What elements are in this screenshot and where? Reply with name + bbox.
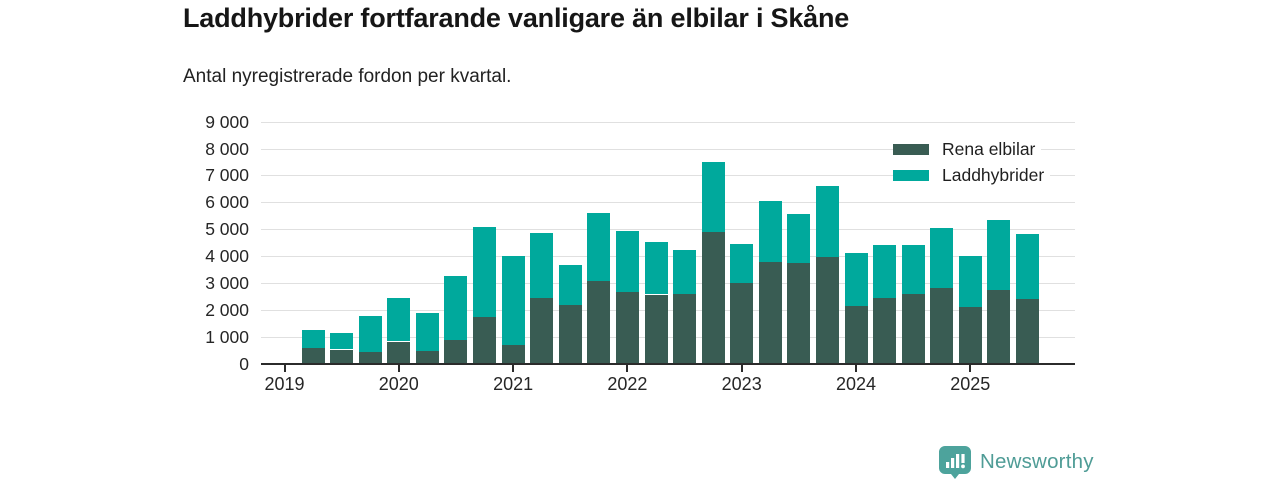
newsworthy-logo: Newsworthy xyxy=(938,445,1094,479)
y-axis-tick-label: 0 xyxy=(239,353,249,374)
bar-segment-laddhybrider xyxy=(415,312,439,351)
chart-title: Laddhybrider fortfarande vanligare än el… xyxy=(183,3,850,33)
bar-segment-rena-elbilar xyxy=(387,341,411,364)
bar-segment-rena-elbilar xyxy=(987,289,1011,364)
legend-item-rena-elbilar: Rena elbilar xyxy=(893,138,1042,160)
legend-swatch-laddhybrider xyxy=(893,169,929,181)
bar-segment-laddhybrider xyxy=(530,232,554,299)
bar-segment-rena-elbilar xyxy=(844,306,868,364)
bar-segment-rena-elbilar xyxy=(873,298,897,364)
x-axis-tick xyxy=(283,364,286,372)
bar-segment-rena-elbilar xyxy=(301,347,325,364)
y-axis-tick-label: 9 000 xyxy=(205,111,249,132)
newsworthy-bar-chart-bubble-icon xyxy=(939,446,971,479)
bar-segment-laddhybrider xyxy=(730,243,754,283)
bar-segment-laddhybrider xyxy=(301,329,325,348)
bar-segment-laddhybrider xyxy=(330,333,354,350)
x-axis-tick xyxy=(397,364,400,372)
bar-segment-laddhybrider xyxy=(358,315,382,353)
bar-segment-laddhybrider xyxy=(444,275,468,341)
bar-segment-rena-elbilar xyxy=(701,231,725,364)
bar-segment-laddhybrider xyxy=(873,245,897,299)
bar-segment-laddhybrider xyxy=(901,245,925,294)
legend-swatch-rena-elbilar xyxy=(893,143,929,155)
bar-segment-laddhybrider xyxy=(1015,233,1039,299)
bar-segment-rena-elbilar xyxy=(730,282,754,364)
bar-segment-laddhybrider xyxy=(987,220,1011,290)
gridline-4000 xyxy=(261,256,1075,257)
bar-segment-laddhybrider xyxy=(673,250,696,294)
x-axis-year-label: 2025 xyxy=(950,374,991,394)
bar-segment-laddhybrider xyxy=(558,265,582,305)
bar-segment-rena-elbilar xyxy=(758,262,782,364)
gridline-9000 xyxy=(261,121,1075,123)
bar-segment-rena-elbilar xyxy=(473,317,496,364)
bar-segment-rena-elbilar xyxy=(444,340,468,364)
gridline-1000 xyxy=(261,336,1075,338)
bar-segment-rena-elbilar xyxy=(787,263,811,364)
bar-segment-rena-elbilar xyxy=(530,298,554,364)
legend-item-laddhybrider: Laddhybrider xyxy=(893,164,1051,186)
x-axis-year-label: 2020 xyxy=(378,374,419,394)
y-axis-tick-label: 1 000 xyxy=(205,326,249,347)
x-axis-tick xyxy=(512,364,515,372)
y-axis-tick-label: 5 000 xyxy=(205,219,249,240)
x-axis-year-label: 2023 xyxy=(721,374,762,394)
bar-segment-rena-elbilar xyxy=(587,280,611,364)
x-axis-tick xyxy=(969,364,972,372)
bar-segment-laddhybrider xyxy=(473,227,496,318)
gridline-7000 xyxy=(261,175,1075,177)
bar-segment-laddhybrider xyxy=(587,212,611,281)
chart-subtitle: Antal nyregistrerade fordon per kvartal. xyxy=(183,66,512,87)
bar-segment-laddhybrider xyxy=(844,253,868,306)
x-axis-tick xyxy=(740,364,743,372)
x-axis-year-label: 2024 xyxy=(835,374,877,394)
bar-segment-rena-elbilar xyxy=(415,350,439,364)
bar-segment-rena-elbilar xyxy=(930,287,954,364)
bar-segment-laddhybrider xyxy=(930,228,954,288)
bar-segment-rena-elbilar xyxy=(958,307,982,364)
y-axis-tick-label: 7 000 xyxy=(205,165,249,186)
bar-segment-rena-elbilar xyxy=(644,294,668,364)
x-axis-year-label: 2021 xyxy=(493,374,534,394)
bar-segment-rena-elbilar xyxy=(615,291,639,364)
gridline-3000 xyxy=(261,282,1075,284)
y-axis-tick-label: 2 000 xyxy=(205,299,249,320)
legend-label-rena-elbilar: Rena elbilar xyxy=(942,138,1036,159)
bar-segment-laddhybrider xyxy=(958,256,982,308)
bar-segment-laddhybrider xyxy=(387,297,411,342)
bar-segment-laddhybrider xyxy=(644,241,668,295)
y-axis-tick-label: 4 000 xyxy=(205,246,249,266)
bar-segment-rena-elbilar xyxy=(673,293,696,364)
bar-segment-laddhybrider xyxy=(815,186,839,258)
x-axis-year-label: 2019 xyxy=(264,374,305,394)
y-axis-tick-label: 8 000 xyxy=(205,138,249,159)
bar-segment-laddhybrider xyxy=(701,162,725,232)
gridline-5000 xyxy=(261,229,1075,231)
bar-segment-rena-elbilar xyxy=(558,304,582,364)
newsworthy-logo-text: Newsworthy xyxy=(980,450,1094,473)
x-axis-line xyxy=(261,362,1075,365)
x-axis-tick xyxy=(855,364,857,372)
bar-segment-rena-elbilar xyxy=(501,345,525,364)
gridline-6000 xyxy=(261,202,1075,204)
gridline-8000 xyxy=(261,148,1075,150)
y-axis-tick-label: 6 000 xyxy=(205,192,249,213)
bar-segment-rena-elbilar xyxy=(330,349,354,364)
x-axis-tick xyxy=(626,364,629,372)
legend-label-laddhybrider: Laddhybrider xyxy=(942,164,1045,185)
bar-segment-laddhybrider xyxy=(615,231,639,292)
bar-segment-laddhybrider xyxy=(758,200,782,263)
bar-segment-rena-elbilar xyxy=(815,257,839,364)
bar-segment-laddhybrider xyxy=(501,255,525,345)
x-axis-year-label: 2022 xyxy=(607,374,648,394)
bar-segment-laddhybrider xyxy=(787,214,811,263)
y-axis-tick-label: 3 000 xyxy=(205,272,249,293)
bar-segment-rena-elbilar xyxy=(358,352,382,364)
gridline-2000 xyxy=(261,309,1075,311)
bar-segment-rena-elbilar xyxy=(901,293,925,364)
bar-segment-rena-elbilar xyxy=(1015,298,1039,364)
